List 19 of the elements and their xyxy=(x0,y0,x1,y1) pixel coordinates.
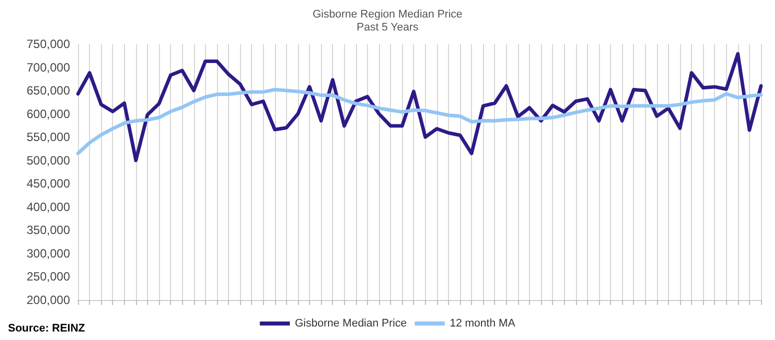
y-tick-label: 450,000 xyxy=(26,176,70,191)
line-series xyxy=(76,52,763,162)
y-tick-label: 250,000 xyxy=(26,270,70,284)
y-tick-label: 700,000 xyxy=(26,60,70,74)
y-tick-label: 600,000 xyxy=(26,106,70,121)
line-series xyxy=(76,88,763,156)
y-tick-label: 350,000 xyxy=(26,223,70,238)
y-tick-label: 500,000 xyxy=(26,153,70,168)
legend-label: 12 month MA xyxy=(450,318,516,330)
chart-subtitle: Past 5 Years xyxy=(356,22,419,34)
y-tick-label: 300,000 xyxy=(26,246,70,260)
y-tick-label: 750,000 xyxy=(26,37,70,51)
chart-title: Gisborne Region Median Price xyxy=(312,8,462,20)
y-tick-label: 400,000 xyxy=(26,200,70,214)
y-tick-label: 650,000 xyxy=(26,84,70,98)
legend-label: Gisborne Median Price xyxy=(294,318,407,330)
y-tick-label: 200,000 xyxy=(26,293,70,307)
source-note: Source: REINZ xyxy=(8,322,86,334)
y-tick-label: 550,000 xyxy=(26,130,70,144)
